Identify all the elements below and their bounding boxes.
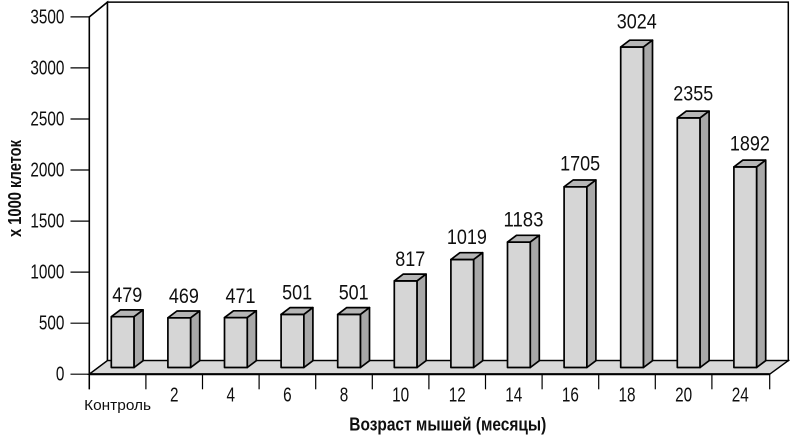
svg-text:501: 501	[339, 282, 369, 305]
svg-text:3024: 3024	[617, 11, 657, 34]
svg-text:Возраст мышей (месяцы): Возраст мышей (месяцы)	[349, 413, 546, 434]
svg-text:14: 14	[505, 384, 522, 406]
svg-text:1019: 1019	[447, 226, 487, 249]
svg-text:Контроль: Контроль	[84, 398, 151, 414]
svg-text:3500: 3500	[30, 6, 64, 28]
svg-text:817: 817	[395, 248, 425, 271]
svg-text:4: 4	[227, 384, 236, 406]
svg-text:16: 16	[562, 384, 579, 406]
svg-text:18: 18	[619, 384, 636, 406]
svg-text:479: 479	[112, 284, 142, 307]
svg-text:8: 8	[340, 384, 349, 406]
svg-text:6: 6	[283, 384, 292, 406]
svg-text:471: 471	[226, 285, 256, 308]
svg-text:12: 12	[449, 384, 466, 406]
svg-text:1000: 1000	[30, 262, 64, 284]
svg-text:501: 501	[282, 282, 312, 305]
svg-text:1183: 1183	[504, 208, 544, 231]
svg-text:0: 0	[56, 364, 65, 386]
svg-text:2000: 2000	[30, 160, 64, 182]
svg-text:2500: 2500	[30, 109, 64, 131]
svg-text:20: 20	[675, 384, 692, 406]
svg-text:2355: 2355	[673, 83, 713, 106]
svg-text:1705: 1705	[560, 152, 600, 175]
svg-text:1892: 1892	[730, 132, 770, 155]
svg-text:469: 469	[169, 285, 199, 308]
svg-text:24: 24	[732, 384, 749, 406]
svg-text:1500: 1500	[30, 211, 64, 233]
svg-text:10: 10	[392, 384, 409, 406]
svg-text:2: 2	[170, 384, 179, 406]
svg-text:500: 500	[39, 313, 65, 335]
svg-text:3000: 3000	[30, 57, 64, 79]
svg-text:х 1000 клеток: х 1000 клеток	[4, 140, 25, 237]
